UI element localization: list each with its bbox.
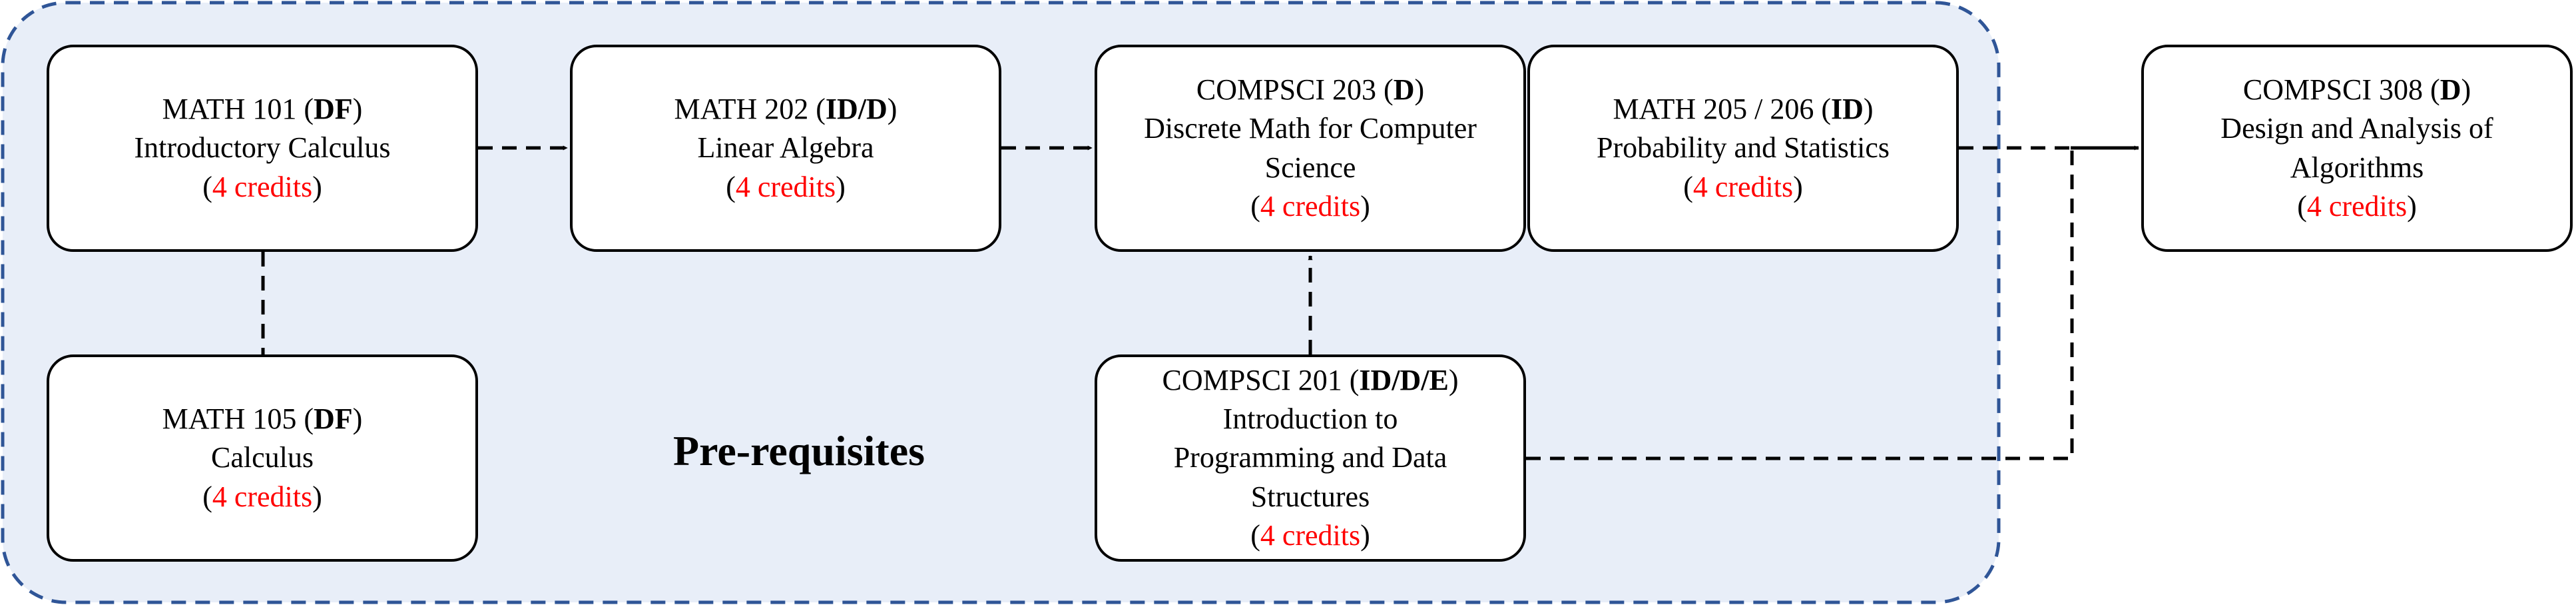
course-credits-line: (4 credits): [1250, 189, 1370, 223]
course-credits: 4 credits: [212, 170, 313, 203]
course-credits-line: (4 credits): [726, 170, 846, 203]
course-title-line: Algorithms: [2290, 151, 2424, 184]
course-code-line: MATH 101 (DF): [162, 93, 363, 126]
course-node-compsci308: COMPSCI 308 (D) Design and Analysis of A…: [2141, 45, 2573, 252]
course-node-math105: MATH 105 (DF) Calculus (4 credits): [47, 354, 478, 562]
course-node-compsci201: COMPSCI 201 (ID/D/E) Introduction to Pro…: [1095, 354, 1526, 562]
course-credits: 4 credits: [212, 480, 313, 513]
course-title-line: Programming and Data: [1173, 441, 1447, 474]
course-title-line: Introduction to: [1222, 402, 1398, 436]
course-credits: 4 credits: [2306, 189, 2408, 223]
edge-compsci201-to-junction: [1526, 148, 2074, 460]
course-credits-line: (4 credits): [1683, 170, 1803, 203]
course-title-line: Introductory Calculus: [134, 131, 391, 165]
course-title-line: Design and Analysis of: [2220, 112, 2493, 145]
course-node-compsci203: COMPSCI 203 (D) Discrete Math for Comput…: [1095, 45, 1526, 252]
course-node-math202: MATH 202 (ID/D) Linear Algebra (4 credit…: [570, 45, 1001, 252]
prerequisites-label: Pre-requisites: [673, 427, 925, 474]
course-node-math101: MATH 101 (DF) Introductory Calculus (4 c…: [47, 45, 478, 252]
course-title-line: Science: [1264, 151, 1356, 184]
course-title-line: Structures: [1250, 480, 1370, 513]
course-title-line: Linear Algebra: [697, 131, 874, 165]
course-title-line: Probability and Statistics: [1597, 131, 1890, 165]
course-title-line: Calculus: [211, 441, 314, 474]
course-node-math205-206: MATH 205 / 206 (ID) Probability and Stat…: [1527, 45, 1959, 252]
course-code-line: COMPSCI 308 (D): [2242, 73, 2471, 107]
course-credits: 4 credits: [1692, 170, 1794, 203]
course-title-line: Discrete Math for Computer: [1144, 112, 1477, 145]
course-code-line: COMPSCI 203 (D): [1196, 73, 1425, 107]
course-credits: 4 credits: [1260, 518, 1361, 552]
course-credits: 4 credits: [735, 170, 836, 203]
course-code-line: COMPSCI 201 (ID/D/E): [1162, 364, 1459, 397]
course-code-line: MATH 205 / 206 (ID): [1613, 93, 1874, 126]
course-code-line: MATH 202 (ID/D): [674, 93, 898, 126]
course-code-line: MATH 105 (DF): [162, 402, 363, 436]
course-credits-line: (4 credits): [1250, 518, 1370, 552]
course-credits-line: (4 credits): [202, 480, 322, 513]
course-credits-line: (4 credits): [2297, 189, 2417, 223]
course-credits: 4 credits: [1260, 189, 1361, 223]
course-credits-line: (4 credits): [202, 170, 322, 203]
